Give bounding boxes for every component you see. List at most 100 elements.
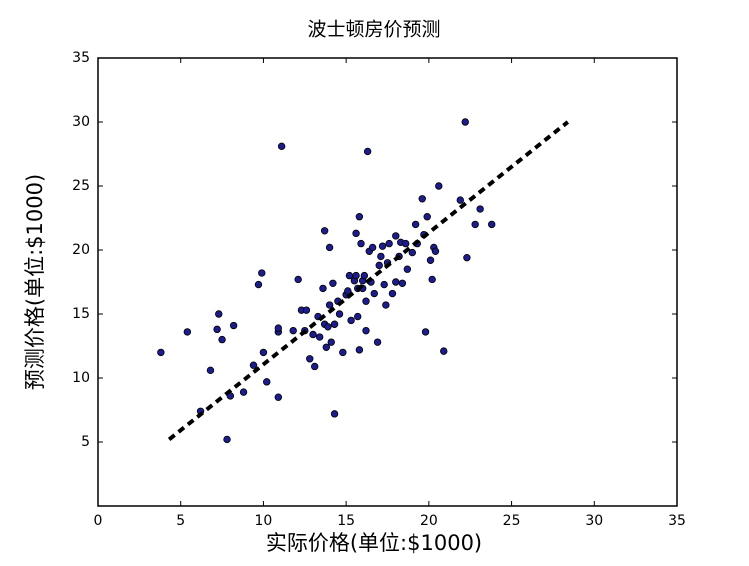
fit-line (167, 120, 570, 442)
scatter-point (435, 182, 443, 190)
scatter-point (324, 323, 332, 331)
plot-frame (97, 57, 678, 507)
scatter-point (426, 256, 435, 264)
x-tick-label: 25 (503, 513, 521, 529)
scatter-point (408, 248, 417, 257)
y-tick-label: 10 (72, 370, 90, 386)
scatter-point (392, 232, 400, 240)
y-tick-label: 25 (72, 178, 90, 194)
scatter-point (388, 289, 397, 298)
scatter-point (418, 195, 426, 203)
scatter-point (423, 213, 431, 221)
scatter-point (215, 310, 223, 318)
scatter-point (357, 239, 365, 248)
scatter-point (322, 343, 330, 351)
scatter-point (378, 242, 387, 250)
scatter-point (352, 271, 360, 280)
scatter-point (471, 220, 479, 229)
scatter-point (380, 280, 388, 289)
x-tick-label: 15 (337, 513, 355, 529)
x-tick-label: 20 (420, 513, 438, 529)
scatter-point (385, 239, 393, 248)
scatter-point (456, 196, 464, 204)
x-axis-label: 实际价格(单位:$1000) (266, 531, 482, 555)
scatter-point (354, 312, 362, 321)
scatter-point (325, 243, 334, 252)
scatter-point (306, 355, 314, 363)
scatter-point (239, 388, 248, 396)
scatter-point (327, 338, 335, 346)
x-tick-label: 35 (668, 513, 686, 529)
scatter-point (263, 378, 271, 386)
scatter-point (330, 320, 339, 328)
scatter-point (206, 366, 215, 375)
scatter-point (411, 220, 420, 229)
x-tick-label: 0 (94, 513, 103, 529)
scatter-point (325, 301, 334, 309)
x-tick-label: 5 (176, 513, 185, 529)
scatter-point (345, 271, 354, 280)
scatter-point (274, 393, 283, 401)
scatter-point (249, 361, 258, 369)
scatter-point (373, 338, 382, 346)
scatter-point (294, 275, 302, 284)
scatter-point (401, 239, 410, 248)
chart-title: 波士顿房价预测 (307, 19, 440, 41)
scatter-point (488, 220, 496, 229)
scatter-point (254, 280, 263, 289)
scatter-point (329, 279, 337, 287)
scatter-point (377, 252, 385, 261)
scatter-point (440, 347, 448, 355)
scatter-point (344, 287, 352, 295)
scatter-point (355, 213, 364, 221)
scatter-point (461, 118, 469, 126)
scatter-point (183, 328, 192, 336)
scatter-point (320, 227, 329, 235)
scatter-point (330, 410, 339, 418)
scatter-point (213, 325, 221, 334)
scatter-point (355, 346, 364, 354)
scatter-point (368, 243, 377, 252)
scatter-point (463, 253, 471, 262)
scatter-point (289, 326, 297, 335)
y-tick-label: 35 (72, 50, 90, 66)
y-tick-label: 30 (72, 114, 90, 130)
scatter-point (362, 297, 370, 305)
y-tick-label: 5 (81, 434, 90, 450)
scatter-point (360, 271, 369, 280)
scatter-point (362, 326, 370, 335)
scatter-point (259, 348, 268, 357)
scatter-point (431, 247, 440, 255)
scatter-point (218, 335, 226, 344)
scatter-point (315, 333, 324, 341)
scatter-point (311, 362, 319, 371)
scatter-point (258, 269, 266, 277)
scatter-point (302, 306, 311, 314)
scatter-point (274, 324, 283, 332)
scatter-point (375, 261, 383, 270)
scatter-point (476, 205, 484, 213)
x-tick-label: 10 (255, 513, 273, 529)
scatter-point (398, 279, 407, 287)
x-tick-label: 30 (585, 513, 603, 529)
scatter-point (382, 301, 390, 309)
scatter-point (319, 284, 327, 293)
y-tick-label: 20 (72, 242, 90, 258)
scatter-point (421, 328, 430, 336)
scatter-point (229, 321, 238, 330)
scatter-point (352, 229, 360, 238)
scatter-point (309, 330, 317, 339)
y-tick-label: 15 (72, 306, 90, 322)
y-axis-label: 预测价格(单位:$1000) (23, 174, 47, 390)
scatter-point (223, 435, 231, 444)
scatter-point (363, 147, 372, 156)
scatter-point (403, 265, 412, 273)
scatter-point (347, 316, 355, 325)
scatter-point (370, 289, 378, 298)
scatter-point (339, 348, 347, 357)
scatter-point (428, 275, 436, 284)
scatter-point (335, 310, 344, 318)
scatter-point (277, 142, 286, 151)
scatter-point (392, 278, 400, 286)
